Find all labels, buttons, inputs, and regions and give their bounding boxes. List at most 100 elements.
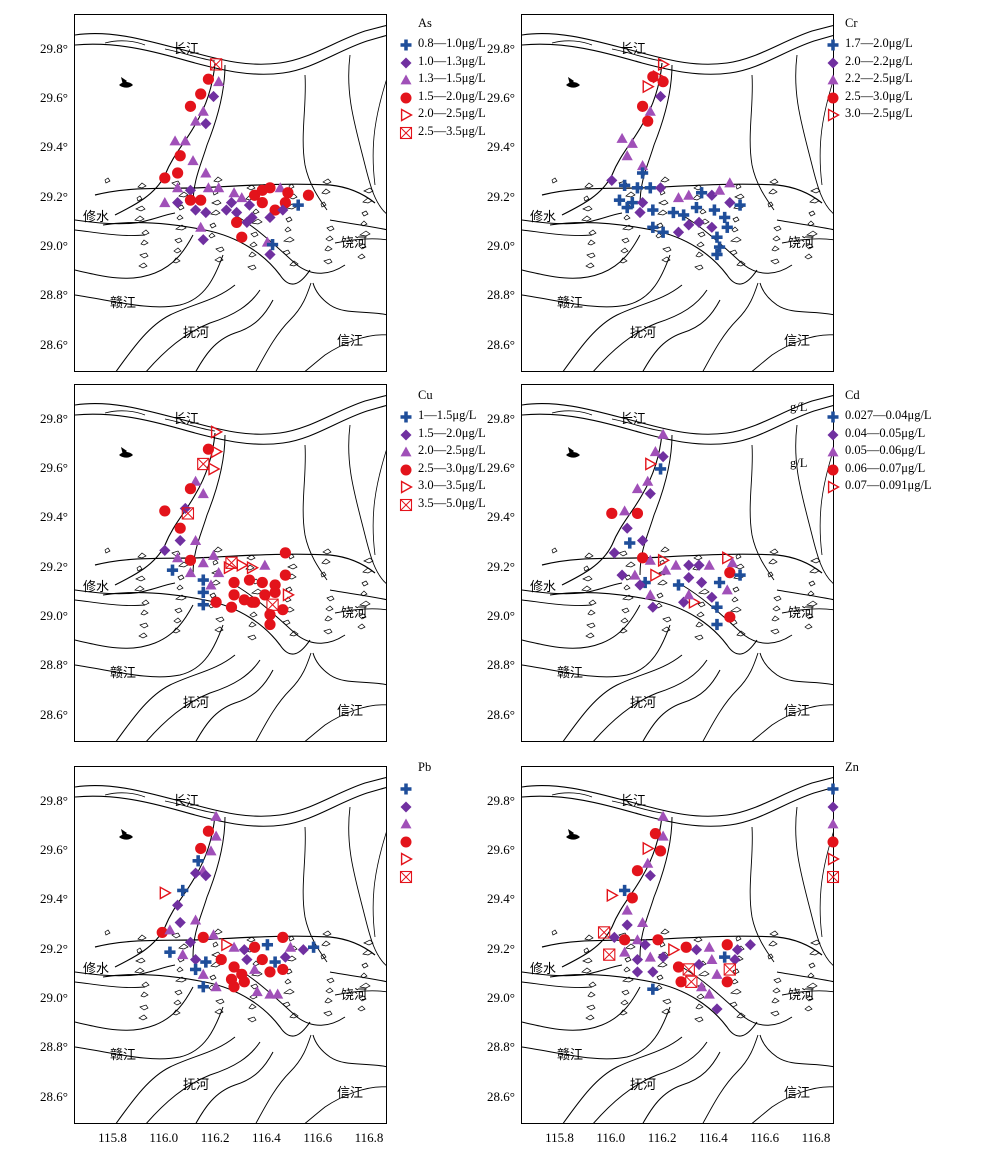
sample-point-diamond [647, 966, 659, 978]
y-tick-label: 28.8° [487, 657, 515, 673]
sample-point-triangle [210, 810, 222, 821]
sample-point-circle [172, 167, 184, 179]
sample-point-open-triangle [282, 588, 295, 602]
sample-point-diamond [189, 953, 202, 966]
sample-point-diamond [724, 197, 736, 209]
sample-point-triangle [619, 946, 631, 957]
river-label-fuhe: 抚河 [630, 695, 656, 710]
y-tick-label: 29.6° [40, 89, 68, 105]
river-label-xinjiang: 信江 [337, 1085, 363, 1100]
sample-point-triangle [706, 953, 718, 965]
sample-point-triangle [619, 505, 631, 516]
sample-point-triangle [187, 155, 199, 166]
plus-icon [827, 39, 839, 51]
sample-point-triangle [644, 554, 656, 565]
open-triangle-icon [400, 480, 413, 494]
x-tick-label: 116.0 [149, 1130, 179, 1145]
sample-point-diamond [706, 591, 718, 603]
sample-point-box-x [723, 963, 736, 976]
sample-point-plus [647, 983, 659, 995]
sample-point-circle [195, 88, 207, 100]
sample-point-plus [647, 221, 659, 233]
legend-title: Zn [845, 760, 859, 774]
plus-icon [400, 411, 412, 423]
sample-point-plus [197, 981, 209, 993]
river-label-raohe: 饶河 [788, 235, 814, 250]
sample-point-triangle [621, 904, 633, 915]
sample-point-diamond [634, 206, 646, 219]
sample-point-plus [711, 248, 723, 261]
y-tick-label: 28.8° [487, 287, 515, 303]
legend-cu: Cu 1—1.5μg/L 1.5—2.0μg/L 2.0—2.5μg/L 2.5—3.0… [398, 388, 548, 528]
y-tick-label: 29.6° [40, 841, 68, 857]
sample-point-circle [246, 596, 258, 608]
sample-point-diamond [243, 199, 256, 211]
legend-zn: Zn [825, 760, 975, 900]
river-label-xiushui: 修水 [83, 209, 109, 224]
plus-icon [827, 411, 839, 423]
map-panel-zn: 长江 修水 饶河 赣江 抚河 信江 [521, 766, 834, 1124]
sample-point-triangle [711, 968, 723, 979]
sample-point-circle [159, 172, 171, 184]
sample-point-diamond [606, 174, 618, 187]
sample-point-diamond [172, 197, 184, 209]
legend-label: 3.0—2.5μg/L [845, 106, 913, 120]
sample-point-circle [626, 892, 638, 904]
y-tick-label: 29.0° [487, 990, 515, 1006]
y-tick-label: 29.0° [40, 990, 68, 1006]
y-tick-label: 29.4° [40, 509, 68, 525]
sample-point-triangle [189, 475, 202, 486]
x-tick-label: 116.6 [303, 1130, 333, 1145]
map-panel-as: 长江 修水 饶河 赣江 抚河 信江 [74, 14, 387, 372]
sample-point-triangle [683, 589, 695, 600]
sample-point-open-triangle [246, 560, 260, 575]
legend-label: 2.2—2.5μg/L [845, 71, 913, 85]
sample-point-triangle [169, 135, 181, 146]
sample-point-circle [228, 589, 240, 601]
y-tick-label: 28.8° [40, 287, 68, 303]
sample-point-diamond [608, 547, 620, 559]
sample-point-open-triangle [210, 425, 224, 439]
sample-point-plus [619, 179, 631, 191]
sample-point-triangle [724, 177, 736, 188]
sample-point-open-triangle [642, 79, 655, 94]
y-tick-label: 29.8° [487, 792, 515, 808]
legend-label: 0.06—0.07μg/L [845, 460, 926, 475]
sample-point-open-triangle [645, 457, 658, 471]
legend-label: 0.05—0.06μg/L [845, 443, 926, 457]
sample-point-diamond [238, 944, 250, 956]
sample-point-circle [264, 618, 276, 631]
sample-point-diamond [297, 944, 309, 956]
sample-point-circle [264, 966, 276, 978]
sample-point-triangle [642, 475, 654, 486]
y-tick-label: 29.4° [40, 891, 68, 907]
sample-point-circle [269, 204, 281, 216]
unit-fragment: g/L [790, 400, 808, 414]
sample-point-diamond [672, 226, 685, 238]
legend-cd: Cd 0.027—0.04μg/L 0.04—0.05μg/L 0.05—0.06μg… [825, 388, 975, 528]
sample-point-plus [734, 199, 746, 211]
river-label-ganjiang: 赣江 [557, 1047, 583, 1062]
sample-point-triangle [205, 845, 217, 856]
river-label-raohe: 饶河 [341, 987, 367, 1002]
y-tick-label: 29.2° [40, 188, 68, 204]
river-label-changjiang: 长江 [173, 41, 199, 56]
sample-point-diamond [693, 559, 705, 571]
legend-pb: Pb [398, 760, 548, 900]
sample-point-plus [192, 855, 204, 867]
sample-point-triangle [721, 584, 733, 595]
sample-point-box-x [685, 975, 698, 988]
river-label-xiushui: 修水 [530, 209, 556, 224]
sample-point-plus [695, 187, 708, 199]
sample-point-triangle [189, 914, 202, 925]
sample-point-circle [228, 981, 240, 993]
sample-point-diamond [189, 867, 202, 879]
legend-label: 1.0—1.3μg/L [418, 53, 486, 68]
river-label-xiushui: 修水 [530, 961, 556, 976]
x-tick-label: 116.6 [750, 1130, 780, 1145]
sample-point-circle [156, 926, 168, 939]
